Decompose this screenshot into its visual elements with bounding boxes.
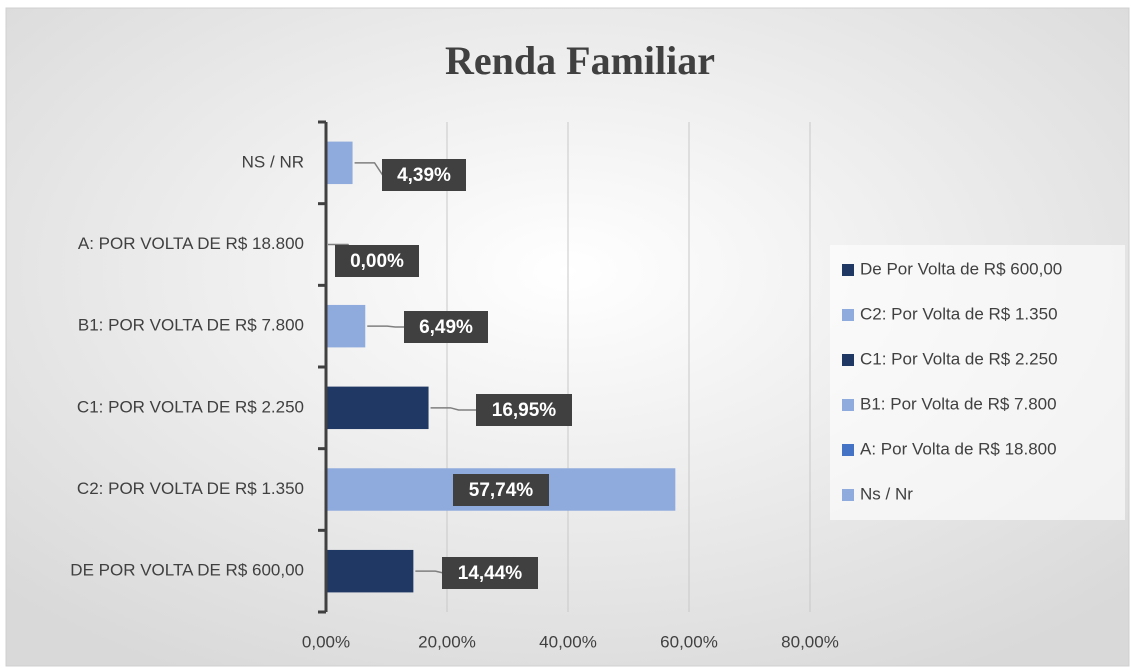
bar: [326, 141, 353, 185]
y-tick-label: NS / NR: [242, 152, 304, 171]
x-tick-label: 80,00%: [781, 632, 839, 651]
value-label: 14,44%: [458, 563, 523, 584]
x-tick-label: 0,00%: [302, 632, 350, 651]
value-label-box: [453, 474, 549, 506]
legend-label: C1: Por Volta de R$ 2.250: [860, 349, 1058, 368]
value-label-box: [382, 159, 466, 191]
x-tick-label: 40,00%: [539, 632, 597, 651]
legend-label: B1: Por Volta de R$ 7.800: [860, 394, 1057, 413]
legend-swatch: [842, 444, 854, 456]
legend-label: Ns / Nr: [860, 484, 913, 503]
y-tick-label: A: POR VOLTA DE R$ 18.800: [78, 234, 304, 253]
y-tick-label: C1: POR VOLTA DE R$ 2.250: [77, 397, 304, 416]
chart-title: Renda Familiar: [445, 38, 715, 83]
y-tick-label: C2: POR VOLTA DE R$ 1.350: [77, 479, 304, 498]
x-tick-label: 60,00%: [660, 632, 718, 651]
value-label: 4,39%: [397, 165, 451, 186]
legend-box: [830, 245, 1125, 520]
leader-line: [430, 407, 476, 411]
y-tick-label: DE POR VOLTA DE R$ 600,00: [70, 561, 304, 580]
legend-swatch: [842, 399, 854, 411]
value-label-box: [335, 245, 419, 277]
leader-line: [367, 325, 404, 328]
legend-swatch: [842, 489, 854, 501]
value-label: 6,49%: [419, 317, 473, 338]
value-label-box: [442, 557, 538, 589]
legend-swatch: [842, 354, 854, 366]
value-label: 16,95%: [492, 400, 557, 421]
legend-label: C2: Por Volta de R$ 1.350: [860, 304, 1058, 323]
x-tick-label: 20,00%: [418, 632, 476, 651]
value-label: 0,00%: [350, 251, 404, 272]
legend-label: A: Por Volta de R$ 18.800: [860, 439, 1057, 458]
value-label-box: [404, 311, 488, 343]
bar: [326, 549, 414, 593]
value-label: 57,74%: [469, 480, 534, 501]
value-label-box: [476, 394, 572, 426]
bar: [326, 386, 429, 430]
legend-swatch: [842, 309, 854, 321]
legend-swatch: [842, 264, 854, 276]
bar: [326, 304, 366, 348]
legend-label: De Por Volta de R$ 600,00: [860, 259, 1062, 278]
y-tick-label: B1: POR VOLTA DE R$ 7.800: [78, 316, 304, 335]
